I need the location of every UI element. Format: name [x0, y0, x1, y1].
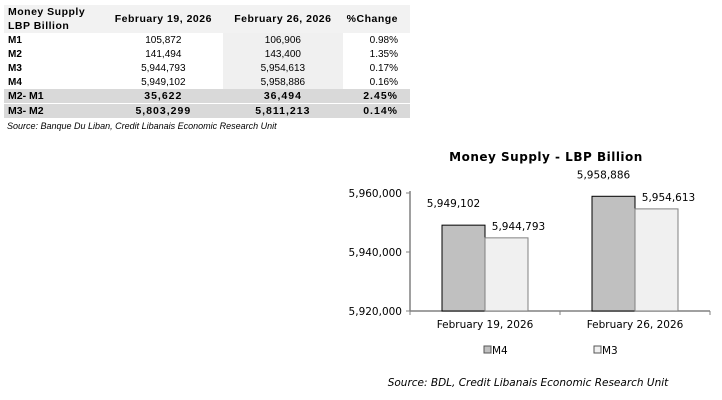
cell: 5,958,886	[223, 75, 343, 89]
y-tick-label: 5,920,000	[349, 306, 402, 318]
data-label: 5,944,793	[492, 221, 545, 233]
legend-label: M3	[602, 345, 618, 357]
cell: 105,872	[145, 34, 182, 46]
cell: 36,494	[223, 89, 343, 104]
cell: 5,944,793	[141, 62, 186, 74]
cell: 0.17%	[369, 62, 398, 74]
cell: 1.35%	[369, 48, 398, 60]
bar-m4	[441, 224, 486, 312]
header-label-2: LBP Billion	[4, 19, 104, 33]
header-change: %Change	[342, 5, 410, 33]
x-tick-label: February 26, 2026	[587, 319, 684, 331]
table-row: M1 105,872 106,906 0.98%	[4, 33, 410, 47]
legend-label: M4	[492, 345, 508, 357]
money-supply-table: Money Supply February 19, 2026 February 26…	[4, 5, 410, 118]
data-label: 5,954,613	[642, 192, 695, 204]
row-label: M3- M2	[4, 103, 104, 118]
table-row: M3- M2 5,803,299 5,811,213 0.14%	[4, 103, 410, 118]
legend-swatch-m3	[593, 345, 602, 354]
cell: 5,811,213	[223, 103, 343, 118]
y-tick-label: 5,960,000	[349, 188, 402, 200]
cell: 106,906	[223, 33, 343, 47]
header-date-2: February 26, 2026	[223, 5, 343, 33]
chart-title: Money Supply - LBP Billion	[449, 150, 643, 164]
cell: 35,622	[103, 89, 224, 104]
cell: 0.14%	[342, 103, 410, 118]
table-row: M2- M1 35,622 36,494 2.45%	[4, 89, 410, 104]
header-label-1: Money Supply	[4, 5, 104, 19]
cell: 0.98%	[369, 34, 398, 46]
data-label: 5,949,102	[427, 198, 480, 210]
chart-source: Source: BDL, Credit Libanais Economic Re…	[388, 377, 669, 389]
table-row: M3 5,944,793 5,954,613 0.17%	[4, 61, 410, 75]
cell: 2.45%	[342, 89, 410, 104]
legend-swatch-m4	[483, 345, 492, 354]
header-date-1: February 19, 2026	[103, 5, 224, 33]
cell: 143,400	[223, 47, 343, 61]
y-tick-label: 5,940,000	[349, 247, 402, 259]
cell: 5,803,299	[103, 103, 224, 118]
row-label: M1	[8, 34, 22, 46]
bar-m3	[634, 208, 679, 312]
x-tick-label: February 19, 2026	[437, 319, 534, 331]
cell: 0.16%	[369, 76, 398, 88]
row-label: M2- M1	[4, 89, 104, 104]
table-source: Source: Banque Du Liban, Credit Libanais…	[7, 121, 277, 131]
row-label: M3	[8, 62, 22, 74]
table-row: M2 141,494 143,400 1.35%	[4, 47, 410, 61]
bar-m4	[591, 195, 636, 312]
cell: 5,949,102	[141, 76, 186, 88]
bar-m3	[484, 237, 529, 312]
row-label: M4	[8, 76, 22, 88]
data-label: 5,958,886	[577, 169, 631, 181]
row-label: M2	[8, 48, 22, 60]
cell: 141,494	[145, 48, 182, 60]
cell: 5,954,613	[223, 61, 343, 75]
table-row: M4 5,949,102 5,958,886 0.16%	[4, 75, 410, 89]
